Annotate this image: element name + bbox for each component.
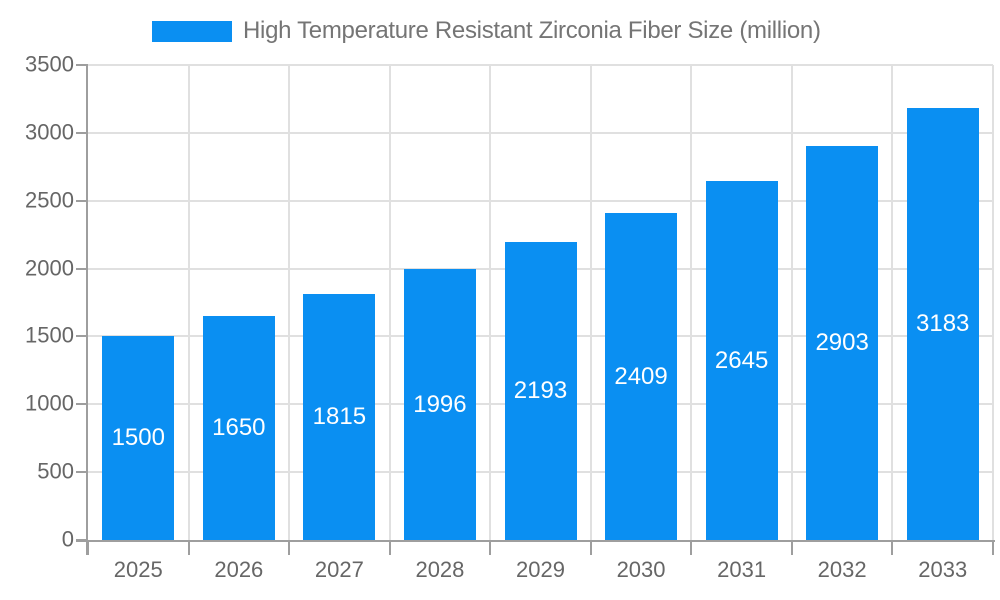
- x-tick: [690, 540, 693, 555]
- bar-value-label: 2193: [513, 377, 568, 405]
- x-tick: [288, 540, 291, 555]
- y-axis-line: [86, 65, 88, 555]
- y-tick-label: 3000: [25, 119, 74, 145]
- bar: 1815: [303, 293, 376, 540]
- x-tick: [187, 540, 190, 555]
- y-gridline: [88, 131, 993, 134]
- bar: 1500: [102, 336, 175, 540]
- x-tick: [489, 540, 492, 555]
- bar-value-label: 2409: [614, 362, 668, 390]
- y-tick-label: 2000: [25, 255, 74, 281]
- x-gridline: [690, 65, 693, 540]
- x-tick: [87, 540, 89, 555]
- x-tick-label: 2030: [616, 557, 666, 582]
- x-axis-line: [76, 540, 995, 542]
- y-tick: [76, 64, 88, 66]
- y-tick-label: 1000: [25, 390, 74, 416]
- x-gridline: [187, 65, 190, 540]
- bar: 2645: [705, 181, 778, 540]
- x-tick-label: 2031: [717, 557, 767, 582]
- x-tick: [589, 540, 592, 555]
- bar-value-label: 1650: [212, 414, 266, 442]
- bar-value-label: 3183: [916, 310, 970, 337]
- x-gridline: [790, 65, 793, 540]
- y-tick-label: 3500: [25, 51, 74, 77]
- x-tick-label: 2026: [214, 557, 264, 582]
- bar-value-label: 2645: [714, 346, 769, 374]
- x-tick: [388, 540, 391, 555]
- bar: 2409: [605, 213, 678, 540]
- x-gridline: [891, 65, 894, 540]
- bar: 2903: [806, 146, 879, 540]
- x-tick-label: 2027: [314, 557, 364, 582]
- x-gridline: [288, 65, 291, 540]
- x-tick: [891, 540, 894, 555]
- bar: 1996: [403, 269, 476, 540]
- x-gridline: [992, 65, 994, 540]
- y-tick-label: 2500: [25, 187, 74, 213]
- bar-value-label: 2903: [815, 329, 869, 356]
- y-tick-label: 0: [61, 526, 74, 552]
- y-tick: [76, 267, 88, 270]
- bar: 3183: [906, 108, 979, 540]
- y-gridline: [88, 199, 993, 202]
- y-tick: [76, 471, 88, 474]
- bar-value-label: 1996: [413, 390, 467, 418]
- x-gridline: [589, 65, 592, 540]
- x-tick-label: 2028: [415, 557, 465, 582]
- x-tick-label: 2029: [516, 557, 565, 582]
- y-tick: [76, 335, 88, 338]
- x-tick-label: 2025: [113, 557, 163, 582]
- bar: 1650: [202, 316, 275, 540]
- bar: 2193: [504, 242, 577, 540]
- y-tick-label: 1500: [25, 322, 74, 348]
- y-tick: [76, 403, 88, 406]
- x-gridline: [489, 65, 492, 540]
- legend-swatch: [152, 20, 232, 42]
- legend-item[interactable]: High Temperature Resistant Zirconia Fibe…: [152, 17, 821, 44]
- x-tick: [992, 540, 994, 555]
- y-gridline: [88, 64, 993, 66]
- x-tick-label: 2032: [817, 557, 867, 582]
- y-tick-label: 500: [37, 458, 74, 484]
- bar-value-label: 1815: [312, 402, 367, 430]
- chart-title: High Temperature Resistant Zirconia Fibe…: [243, 17, 821, 44]
- y-tick: [76, 199, 88, 202]
- bar-value-label: 1500: [111, 424, 165, 452]
- y-tick: [76, 131, 88, 134]
- x-tick: [790, 540, 793, 555]
- x-gridline: [388, 65, 391, 540]
- x-tick-label: 2033: [918, 557, 968, 582]
